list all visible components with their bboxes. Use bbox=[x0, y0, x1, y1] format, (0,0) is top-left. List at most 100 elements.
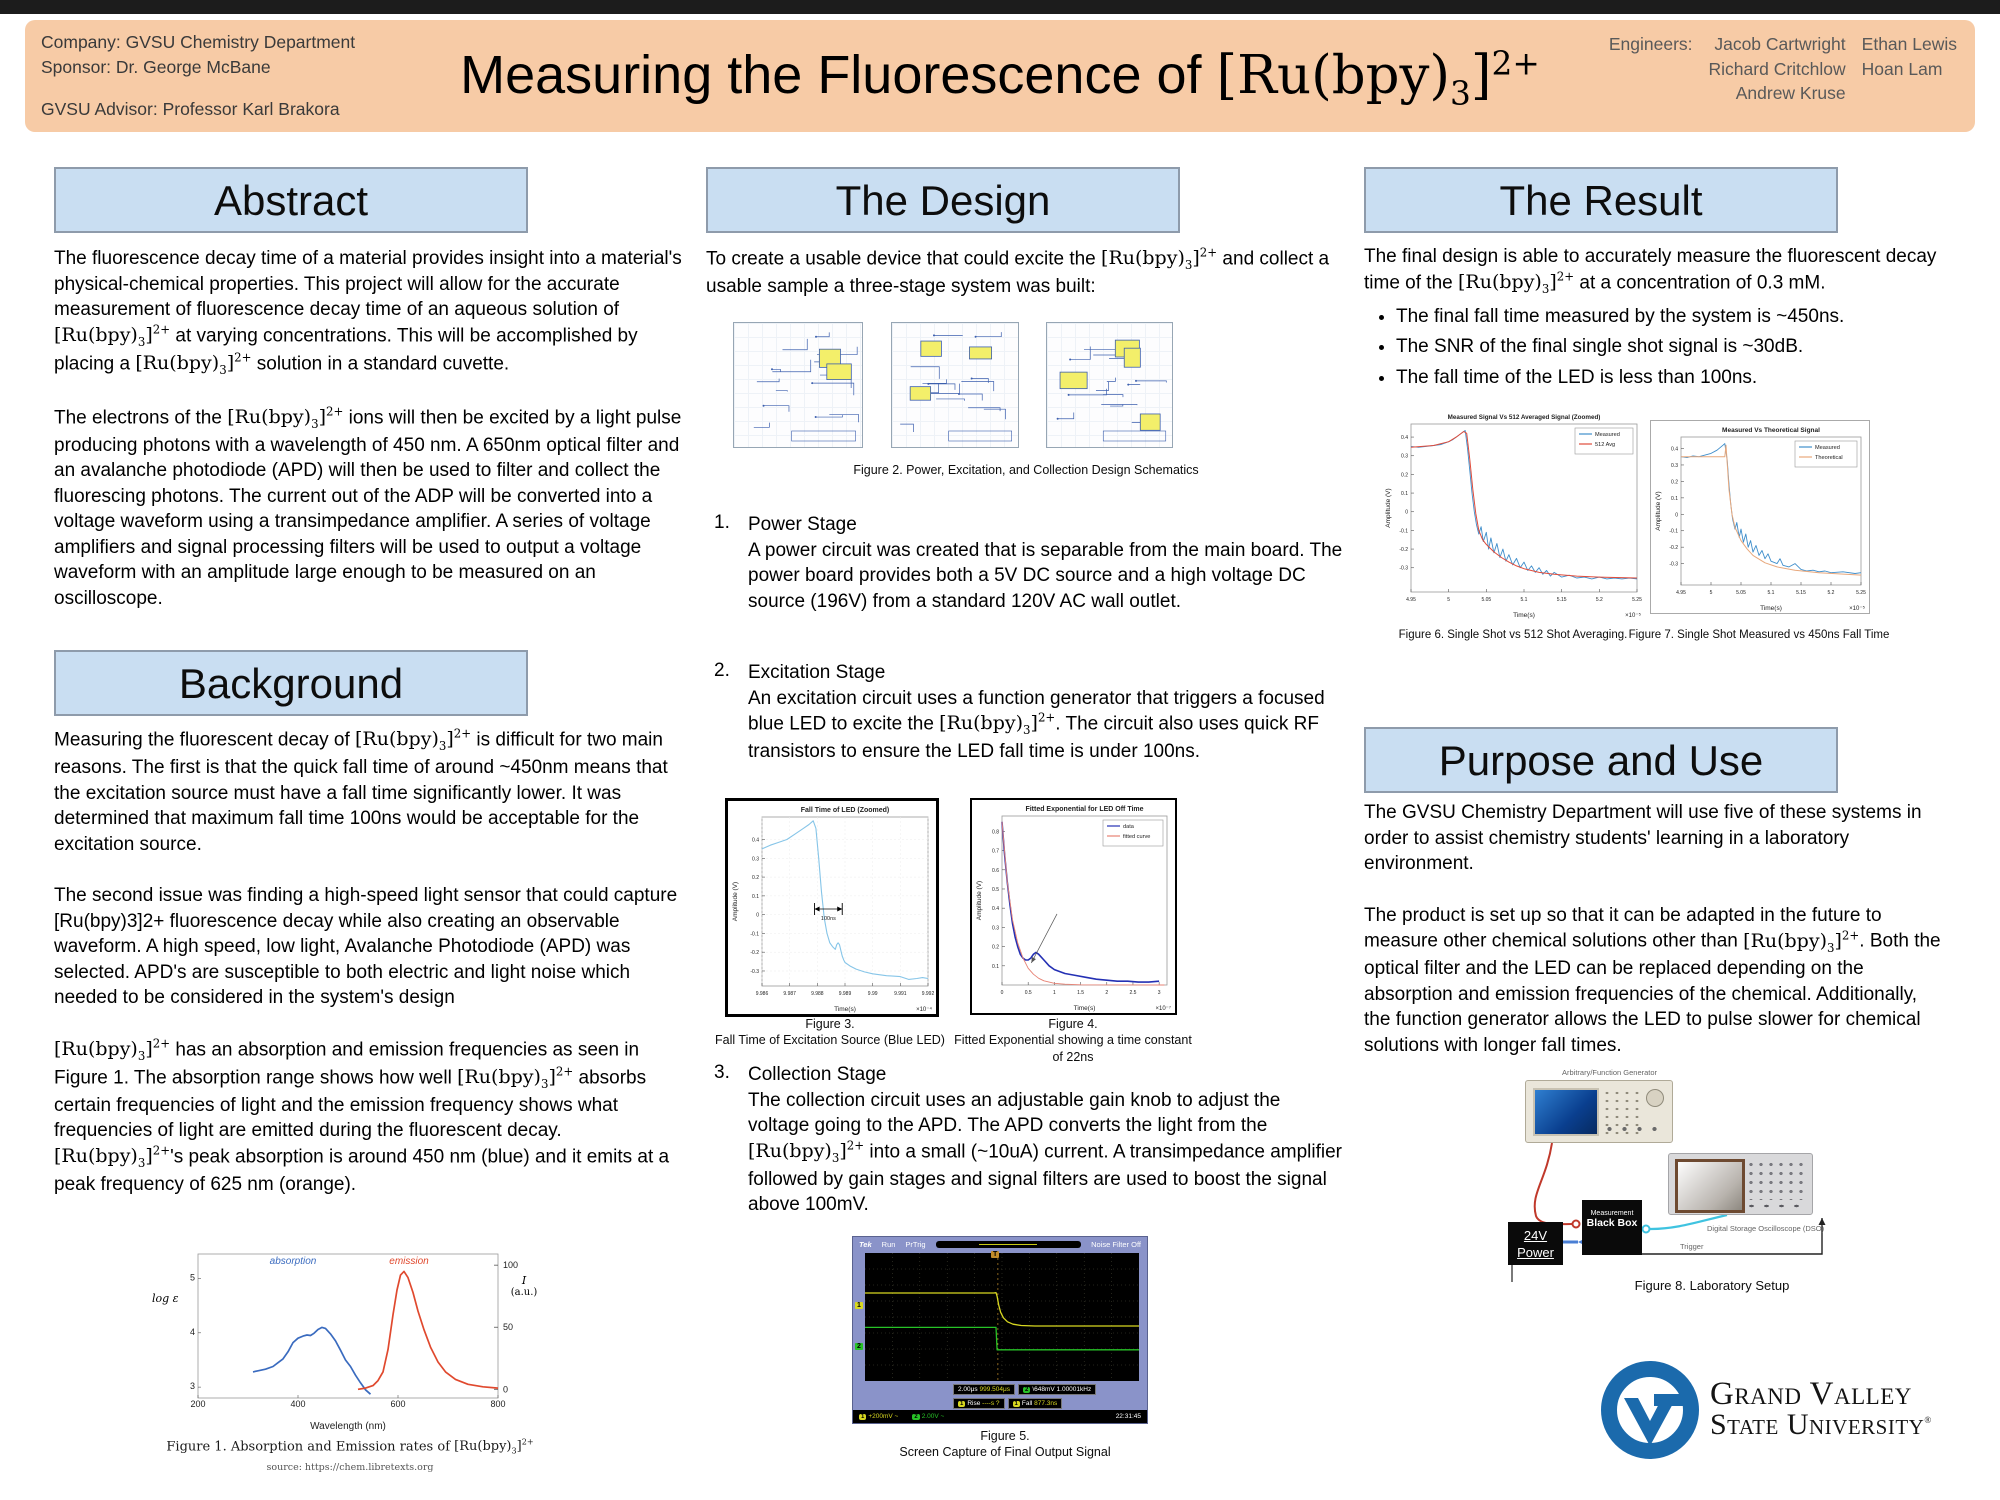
svg-text:0.4: 0.4 bbox=[1401, 435, 1408, 441]
svg-text:0.2: 0.2 bbox=[752, 875, 759, 881]
abstract-paragraph-2: The electrons of the [Ru(bpy)3]2+ ions w… bbox=[54, 404, 682, 609]
result-intro: The final design is able to accurately m… bbox=[1364, 246, 1937, 296]
svg-text:0.4: 0.4 bbox=[1671, 447, 1678, 453]
svg-text:fitted curve: fitted curve bbox=[1123, 834, 1150, 840]
figure8-caption: Figure 8. Laboratory Setup bbox=[1634, 1278, 1790, 1293]
scope-top-bar: Tek Run PrTrig Noise Filter Off bbox=[853, 1237, 1147, 1252]
engineer-name: Richard Critchlow bbox=[1708, 58, 1846, 79]
engineer-name: Hoan Lam bbox=[1861, 58, 1943, 79]
gvsu-logo-text: Grand Valley State University® bbox=[1710, 1376, 1932, 1442]
header-meta-line: Sponsor: Dr. George McBane bbox=[41, 57, 271, 78]
design-item-number: 3. bbox=[714, 1062, 730, 1083]
svg-text:9.991: 9.991 bbox=[894, 991, 907, 997]
figure7-caption: Figure 7. Single Shot Measured vs 450ns … bbox=[1628, 629, 1890, 641]
svg-text:0.3: 0.3 bbox=[1401, 454, 1408, 460]
section-heading-design: The Design bbox=[706, 167, 1180, 233]
svg-text:9.986: 9.986 bbox=[756, 991, 769, 997]
svg-text:0.3: 0.3 bbox=[1671, 463, 1678, 469]
header-band: Company: GVSU Chemistry Department Sponso… bbox=[25, 20, 1975, 132]
svg-text:0: 0 bbox=[503, 1384, 508, 1394]
figure1-absorption-emission-chart: log ε I (a.u.) 200 400 600 800 3 4 5 0 50 100 Wavel… bbox=[150, 1240, 548, 1432]
svg-text:2.5: 2.5 bbox=[1129, 990, 1136, 996]
svg-text:0.2: 0.2 bbox=[1671, 479, 1678, 485]
svg-text:Time(s): Time(s) bbox=[1074, 1005, 1096, 1012]
svg-text:emission: emission bbox=[389, 1256, 429, 1267]
svg-text:5.05: 5.05 bbox=[1481, 597, 1491, 603]
svg-text:5.25: 5.25 bbox=[1856, 590, 1866, 596]
svg-text:4.95: 4.95 bbox=[1406, 597, 1416, 603]
svg-text:-0.1: -0.1 bbox=[750, 931, 759, 937]
engineers-column-2: Ethan Lewis Hoan Lam bbox=[1862, 32, 1957, 106]
result-text: The final design is able to accurately m… bbox=[1364, 244, 1944, 395]
section-heading-purpose: Purpose and Use bbox=[1364, 727, 1838, 793]
figure6-caption: Figure 6. Single Shot vs 512 Shot Averag… bbox=[1398, 629, 1628, 641]
svg-text:-0.2: -0.2 bbox=[1669, 545, 1678, 551]
design-item-title: Collection Stage bbox=[748, 1064, 887, 1085]
ru-bpy-formula: [Ru(bpy)3]2+ bbox=[457, 1064, 574, 1091]
svg-text:0.5: 0.5 bbox=[1025, 990, 1032, 996]
figure3-caption: Figure 3. Fall Time of Excitation Source … bbox=[715, 1017, 945, 1048]
design-item-title: Power Stage bbox=[748, 514, 857, 535]
scope-trigger-marker: T bbox=[991, 1251, 1000, 1258]
svg-text:absorption: absorption bbox=[270, 1256, 317, 1267]
schematic-collection-thumbnail bbox=[1046, 322, 1173, 448]
engineer-name: Ethan Lewis bbox=[1861, 34, 1957, 54]
funcgen-knob bbox=[1646, 1089, 1664, 1107]
svg-text:-0.1: -0.1 bbox=[1669, 529, 1678, 535]
scope-run-status: Run bbox=[881, 1240, 896, 1249]
svg-text:Amplitude (V): Amplitude (V) bbox=[1385, 488, 1392, 527]
svg-text:5.05: 5.05 bbox=[1736, 590, 1746, 596]
design-item-text: The collection circuit uses an adjustabl… bbox=[748, 1089, 1342, 1216]
svg-text:100: 100 bbox=[503, 1260, 518, 1270]
section-heading-background: Background bbox=[54, 650, 528, 716]
svg-text:0.4: 0.4 bbox=[992, 906, 999, 912]
background-paragraph-2: The second issue was finding a high-spee… bbox=[54, 885, 678, 1009]
engineer-name: Jacob Cartwright bbox=[1714, 34, 1846, 54]
design-intro: To create a usable device that could exc… bbox=[706, 246, 1330, 297]
ru-bpy-formula: [Ru(bpy)3]2+ bbox=[355, 727, 472, 754]
svg-text:3: 3 bbox=[1158, 990, 1161, 996]
ru-bpy-formula: [Ru(bpy)3]2+ bbox=[454, 1438, 534, 1456]
svg-text:1: 1 bbox=[1053, 990, 1056, 996]
poster-title: Measuring the Fluorescence of [Ru(bpy)3]… bbox=[460, 44, 1540, 112]
background-paragraph-3: [Ru(bpy)3]2+ has an absorption and emiss… bbox=[54, 1036, 670, 1195]
result-bullet: The SNR of the final single shot signal … bbox=[1396, 334, 1944, 360]
scope-screen: 1 2 T bbox=[855, 1251, 1139, 1381]
dso-label: Digital Storage Oscilloscope (DSO) bbox=[1707, 1224, 1825, 1233]
header-meta-line: Company: GVSU Chemistry Department bbox=[41, 32, 356, 52]
scope-cursor-readouts: 2.00μs 999.504μs 2 \648mV 1.00001kHz bbox=[953, 1384, 1097, 1395]
svg-text:×10⁻⁵: ×10⁻⁵ bbox=[1849, 605, 1865, 612]
ru-bpy-formula: [Ru(bpy)3]2+ bbox=[54, 322, 171, 349]
scope-clock: 22:31:45 bbox=[1115, 1413, 1141, 1420]
figure3-led-fall-chart: Fall Time of LED (Zoomed) 9.986 9.987 9.988… bbox=[725, 798, 939, 1017]
poster-title-text: Measuring the Fluorescence of bbox=[460, 45, 1217, 105]
figure1-source: source: https://chem.libretexts.org bbox=[266, 1462, 434, 1473]
funcgen-label: Arbitrary/Function Generator bbox=[1562, 1068, 1658, 1077]
svg-text:5.25: 5.25 bbox=[1632, 597, 1642, 603]
svg-text:3: 3 bbox=[190, 1381, 195, 1391]
svg-text:2: 2 bbox=[1105, 990, 1108, 996]
svg-text:-0.1: -0.1 bbox=[1399, 528, 1408, 534]
purpose-text: The GVSU Chemistry Department will use f… bbox=[1364, 800, 1944, 1058]
figure1-left-axis-label: log ε bbox=[152, 1292, 179, 1305]
top-border-strip bbox=[0, 0, 2000, 14]
funcgen-output-jacks bbox=[1602, 1122, 1662, 1136]
scope-position-bar bbox=[935, 1241, 1082, 1248]
svg-text:Fitted Exponential for LED Off: Fitted Exponential for LED Off Time bbox=[1025, 806, 1143, 813]
svg-text:9.992: 9.992 bbox=[922, 991, 935, 997]
svg-text:Wavelength (nm): Wavelength (nm) bbox=[310, 1421, 386, 1432]
svg-text:5.2: 5.2 bbox=[1828, 590, 1835, 596]
design-item-power: 1. Power Stage A power circuit was creat… bbox=[706, 512, 1346, 614]
svg-text:5.15: 5.15 bbox=[1557, 597, 1567, 603]
dso-screen bbox=[1675, 1159, 1745, 1213]
svg-text:0: 0 bbox=[1001, 990, 1004, 996]
scope-filter-status: Noise Filter Off bbox=[1091, 1240, 1141, 1249]
svg-text:0.3: 0.3 bbox=[992, 925, 999, 931]
svg-text:×10⁻⁵: ×10⁻⁵ bbox=[1625, 612, 1641, 619]
svg-text:0.1: 0.1 bbox=[992, 964, 999, 970]
svg-text:Amplitude (V): Amplitude (V) bbox=[976, 881, 983, 920]
design-item-number: 2. bbox=[714, 660, 730, 681]
svg-text:Amplitude (V): Amplitude (V) bbox=[1655, 491, 1662, 530]
power-supply-box: 24V Power bbox=[1508, 1222, 1563, 1265]
background-paragraph-1: Measuring the fluorescent decay of [Ru(b… bbox=[54, 727, 668, 855]
